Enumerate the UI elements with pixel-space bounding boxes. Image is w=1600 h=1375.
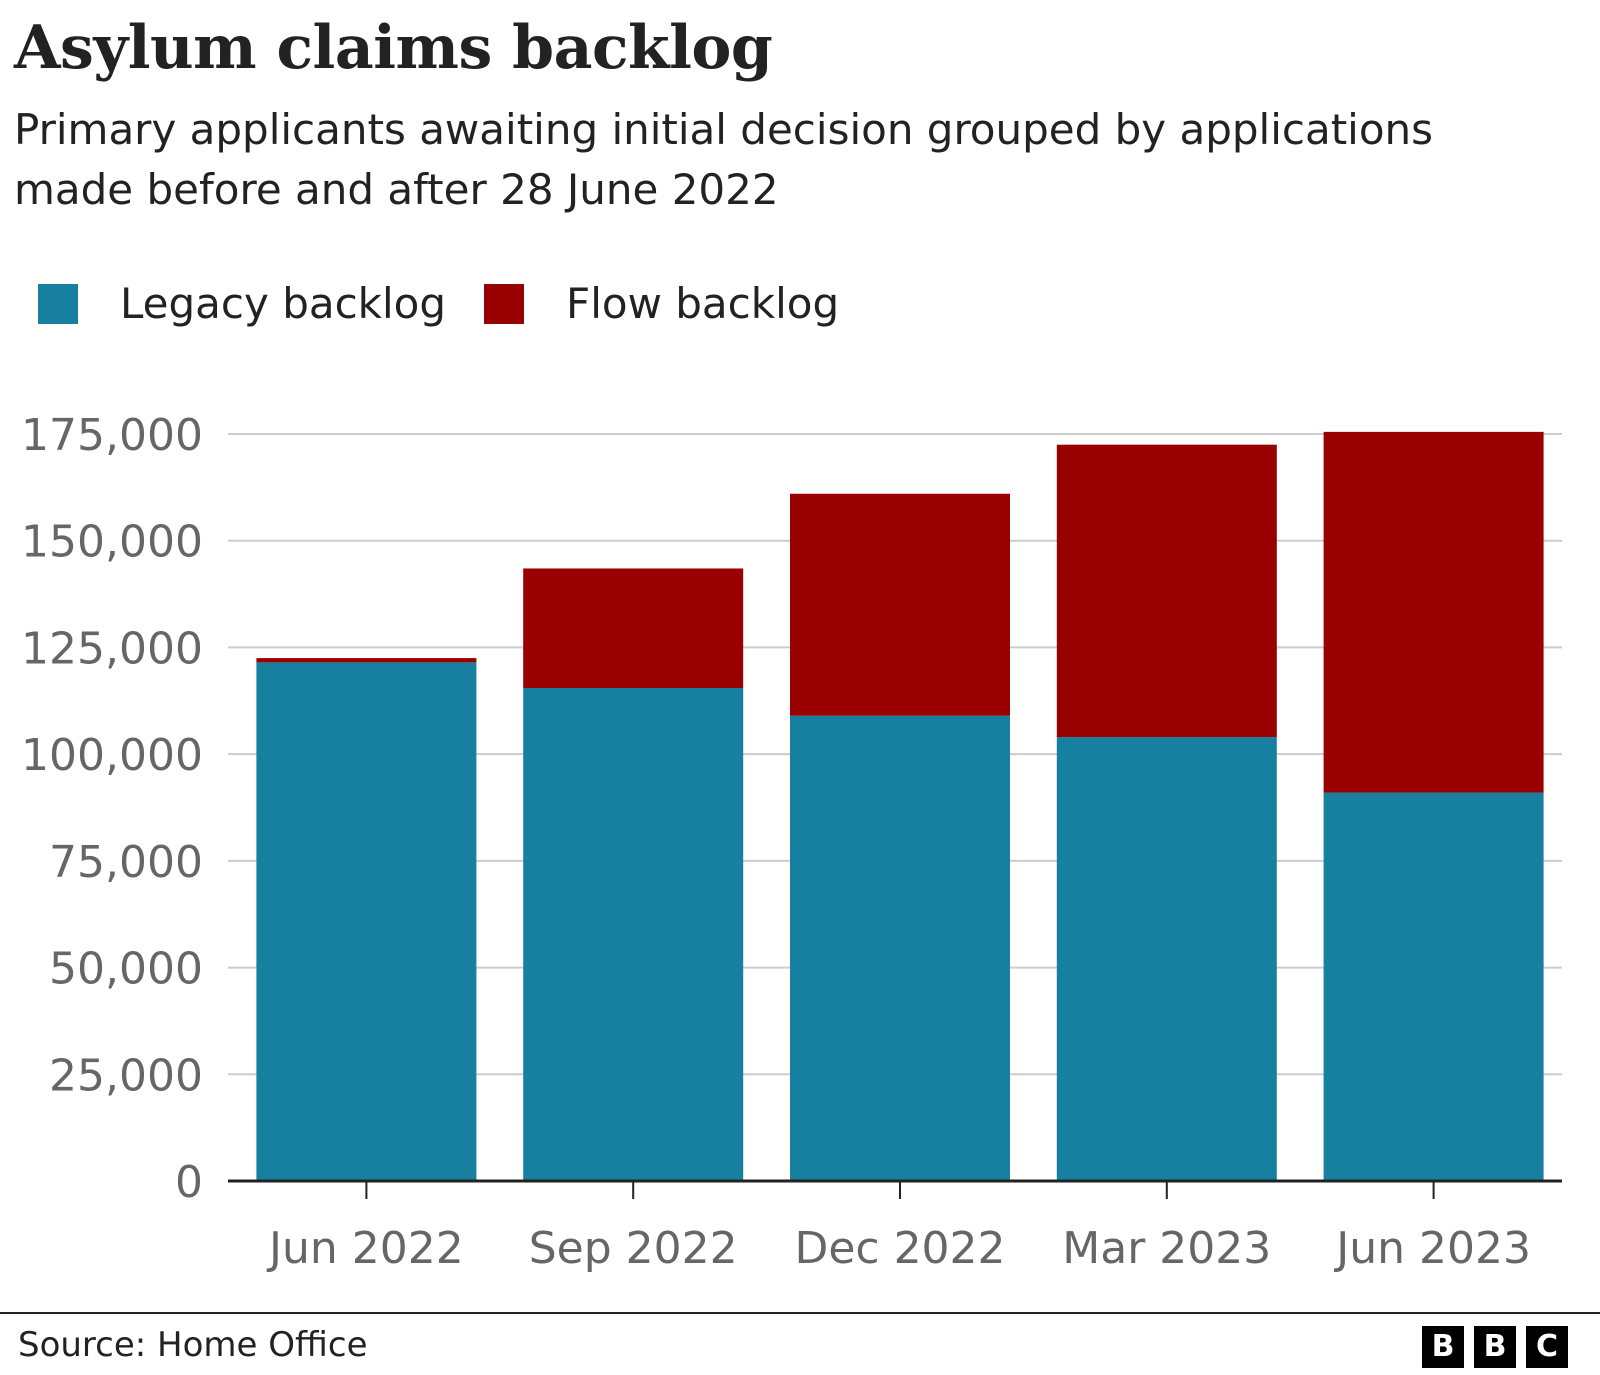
- logo-letter-b1: B: [1422, 1326, 1464, 1368]
- logo-letter-c: C: [1526, 1326, 1568, 1368]
- footer-divider: [0, 1312, 1600, 1314]
- chart-title: Asylum claims backlog: [14, 13, 773, 83]
- y-tick-label: 0: [175, 1157, 203, 1208]
- legend-swatch-flow: [484, 284, 525, 324]
- legend: Legacy backlog Flow backlog: [38, 274, 877, 334]
- bar-legacy-backlog: [1323, 792, 1544, 1181]
- x-tick-label: Mar 2023: [1062, 1223, 1271, 1274]
- logo-letter-b2: B: [1474, 1326, 1516, 1368]
- legend-item-legacy: Legacy backlog: [38, 274, 446, 334]
- legend-item-flow: Flow backlog: [484, 274, 839, 334]
- bar-legacy-backlog: [1056, 737, 1277, 1181]
- y-tick-label: 25,000: [49, 1050, 203, 1101]
- source-note: Source: Home Office: [18, 1325, 368, 1365]
- bar-flow-backlog: [523, 568, 744, 688]
- x-tick-label: Jun 2023: [1333, 1223, 1531, 1274]
- y-tick-label: 100,000: [21, 730, 203, 781]
- y-tick-label: 75,000: [49, 837, 203, 888]
- x-tick-label: Dec 2022: [794, 1223, 1005, 1274]
- bar-flow-backlog: [1056, 444, 1277, 738]
- bar-legacy-backlog: [256, 662, 477, 1181]
- bar-legacy-backlog: [523, 687, 744, 1181]
- legend-swatch-legacy: [38, 284, 78, 324]
- legend-label-legacy: Legacy backlog: [120, 279, 447, 328]
- x-tick-label: Jun 2022: [266, 1223, 464, 1274]
- bbc-logo: B B C: [1412, 1326, 1568, 1368]
- bar-legacy-backlog: [790, 715, 1010, 1181]
- bar-flow-backlog: [790, 493, 1010, 716]
- y-tick-label: 150,000: [21, 517, 203, 568]
- x-tick-label: Sep 2022: [529, 1223, 738, 1274]
- bar-flow-backlog: [1323, 431, 1544, 793]
- y-tick-label: 125,000: [21, 623, 203, 674]
- bar-flow-backlog: [256, 658, 477, 663]
- chart-subtitle: Primary applicants awaiting initial deci…: [14, 105, 1434, 214]
- y-tick-label: 50,000: [49, 944, 203, 995]
- stacked-bar-chart: 0 25,000 50,000 75,000 100,000 125,000 150,000…: [21, 410, 1562, 1274]
- y-tick-label: 175,000: [21, 410, 203, 461]
- legend-label-flow: Flow backlog: [566, 279, 840, 328]
